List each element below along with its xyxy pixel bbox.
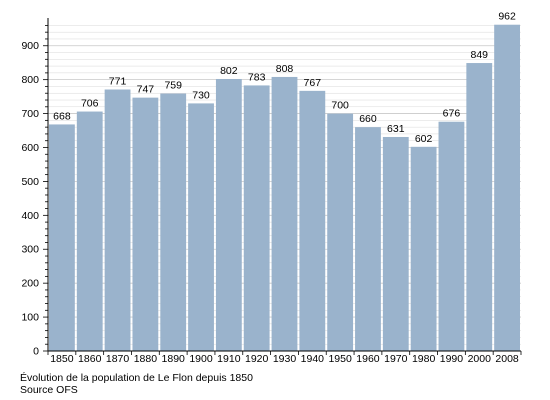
x-tick-label-1940: 1940	[301, 353, 325, 365]
value-label-1950: 700	[331, 100, 349, 112]
x-tick-label-1950: 1950	[328, 353, 352, 365]
y-tick-label-500: 500	[21, 176, 39, 188]
x-tick-label-1890: 1890	[162, 353, 186, 365]
bar-1930	[271, 76, 298, 352]
bar-1970	[382, 136, 409, 351]
bar-1920	[243, 85, 270, 351]
value-label-1900: 730	[192, 89, 210, 101]
value-label-1990: 676	[443, 108, 461, 120]
y-tick-label-600: 600	[21, 142, 39, 154]
value-label-1970: 631	[387, 123, 405, 135]
x-tick-label-1980: 1980	[412, 353, 436, 365]
value-label-1850: 668	[53, 110, 71, 122]
x-tick-label-1910: 1910	[217, 353, 241, 365]
y-tick-label-900: 900	[21, 40, 39, 52]
bars	[49, 24, 520, 352]
value-labels: 668 1850 706 1860 771 1870 747 1880 759 1890 730 19…	[50, 11, 519, 365]
y-tick-label-800: 800	[21, 74, 39, 86]
population-bar-chart: 668 1850 706 1860 771 1870 747 1880 759 1890 730 19…	[21, 11, 522, 365]
x-tick-label-2008: 2008	[495, 353, 519, 365]
chart-source: Source OFS	[20, 384, 78, 396]
chart-caption: Évolution de la population de Le Flon de…	[20, 372, 253, 384]
x-tick-label-1970: 1970	[384, 353, 408, 365]
bar-2000	[466, 63, 493, 351]
x-tick-label-1870: 1870	[106, 353, 130, 365]
y-tick-label-200: 200	[21, 278, 39, 290]
bar-1910	[215, 78, 242, 351]
bar-1990	[438, 121, 465, 351]
x-tick-label-1860: 1860	[78, 353, 102, 365]
value-label-2008: 962	[498, 11, 516, 23]
bar-2008	[494, 24, 520, 351]
axes: 0 100 200 300 400 500 600 700 800 900	[21, 18, 522, 358]
bar-1940	[299, 90, 326, 352]
bar-1980	[410, 146, 437, 351]
x-tick-label-1930: 1930	[273, 353, 297, 365]
bar-1960	[355, 127, 381, 351]
value-label-2000: 849	[470, 49, 488, 61]
value-label-1930: 808	[276, 63, 294, 75]
bar-1890	[160, 93, 187, 351]
x-tick-label-2000: 2000	[468, 353, 492, 365]
bar-1900	[188, 103, 214, 351]
bar-1850	[49, 124, 75, 351]
x-tick-label-1900: 1900	[189, 353, 213, 365]
x-tick-label-1990: 1990	[440, 353, 464, 365]
bar-1880	[132, 97, 159, 352]
x-tick-label-1960: 1960	[356, 353, 380, 365]
x-tick-label-1880: 1880	[134, 353, 158, 365]
y-tick-label-700: 700	[21, 108, 39, 120]
x-tick-label-1850: 1850	[50, 353, 74, 365]
value-label-1910: 802	[220, 65, 238, 77]
y-tick-label-100: 100	[21, 312, 39, 324]
bar-1870	[104, 89, 131, 351]
bar-1860	[76, 111, 103, 351]
y-tick-label-300: 300	[21, 244, 39, 256]
value-label-1870: 771	[109, 75, 127, 87]
value-label-1940: 767	[304, 77, 322, 89]
y-tick-label-0: 0	[33, 346, 39, 358]
value-label-1890: 759	[164, 80, 182, 92]
x-tick-label-1920: 1920	[245, 353, 269, 365]
y-tick-label-400: 400	[21, 210, 39, 222]
value-label-1960: 660	[359, 113, 377, 125]
bar-1950	[327, 113, 354, 351]
value-label-1920: 783	[248, 71, 266, 83]
value-label-1860: 706	[81, 98, 99, 110]
value-label-1880: 747	[137, 84, 155, 96]
value-label-1980: 602	[415, 133, 433, 145]
